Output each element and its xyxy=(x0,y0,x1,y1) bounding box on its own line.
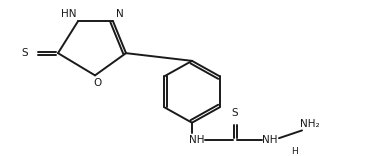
Text: NH₂: NH₂ xyxy=(300,119,320,129)
Text: HN: HN xyxy=(61,10,76,20)
Text: NH: NH xyxy=(189,135,205,145)
Text: N: N xyxy=(116,10,124,20)
Text: NH: NH xyxy=(262,135,278,145)
Text: S: S xyxy=(232,108,238,118)
Text: O: O xyxy=(94,78,102,88)
Text: H: H xyxy=(292,147,299,156)
Text: S: S xyxy=(22,48,28,58)
